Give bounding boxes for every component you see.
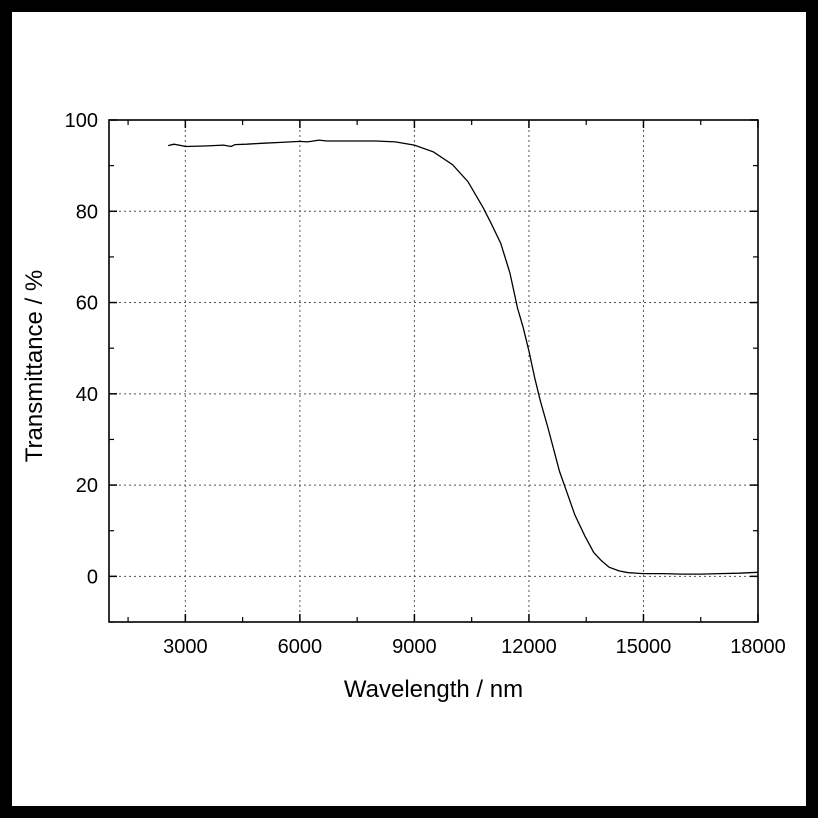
y-tick-label: 60 [76, 293, 98, 315]
y-axis-label: Transmittance / % [21, 270, 48, 463]
ticks [109, 119, 759, 623]
x-tick-label: 12000 [501, 636, 557, 658]
x-tick-label: 18000 [730, 636, 786, 658]
x-tick-label: 3000 [163, 636, 208, 658]
y-tick-label: 80 [76, 201, 98, 223]
series-line-transmittance [168, 139, 759, 575]
x-axis-label: Wavelength / nm [344, 676, 523, 703]
chart-canvas: 3000 6000 9000 12000 15000 18000 0 20 40 60 80 100 … [12, 12, 806, 806]
grid [109, 120, 759, 622]
y-tick-label: 100 [65, 110, 98, 132]
plot-frame [108, 119, 759, 623]
x-tick-label: 9000 [392, 636, 437, 658]
transmittance-chart: 3000 6000 9000 12000 15000 18000020406080100 … [21, 110, 786, 703]
y-tick-label: 40 [76, 384, 98, 406]
x-tick-label: 6000 [278, 636, 323, 658]
x-tick-label: 15000 [616, 636, 672, 658]
tick-labels: 3000 6000 9000 12000 15000 18000 0 20 40 60 80 100 [65, 110, 786, 658]
y-tick-label: 20 [76, 475, 98, 497]
y-tick-label: 0 [87, 566, 98, 588]
